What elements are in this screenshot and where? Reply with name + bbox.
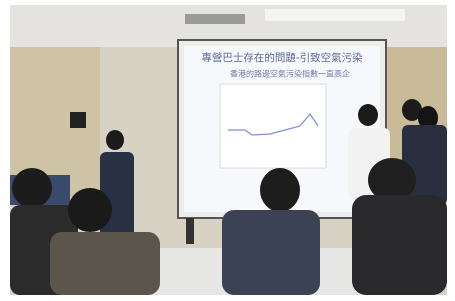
- slide-bullet: 香港的路邊空氣污染指數一直高企: [230, 69, 350, 79]
- audience-head: [12, 168, 52, 208]
- camera: [70, 112, 86, 128]
- student-head: [358, 104, 378, 126]
- audience-head: [260, 168, 300, 212]
- ceiling-light: [265, 9, 405, 21]
- photo: 專營巴士存在的問題-引致空氣污染 香港的路邊空氣污染指數一直高企: [0, 0, 455, 301]
- screen-stand: [186, 218, 194, 244]
- audience-body: [50, 232, 160, 295]
- audience-body: [222, 210, 320, 295]
- student-head: [106, 130, 124, 150]
- vent: [185, 14, 245, 24]
- slide-title: 專營巴士存在的問題-引致空氣污染: [201, 51, 363, 64]
- audience-head: [68, 188, 112, 232]
- slide-chart: [220, 84, 326, 168]
- audience-body: [352, 195, 447, 295]
